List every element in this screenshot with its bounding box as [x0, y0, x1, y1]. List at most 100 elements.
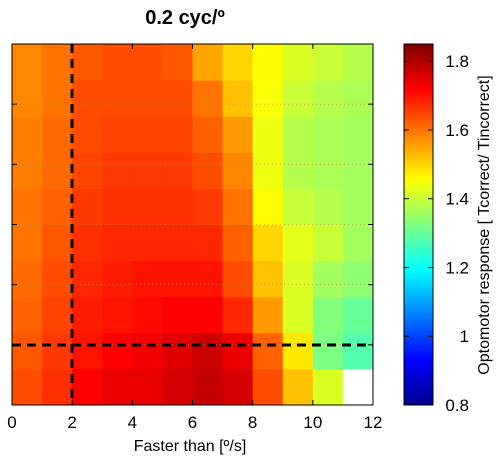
heatmap-cell [102, 368, 133, 405]
heatmap-cell [132, 44, 164, 81]
x-tick-label: 12 [364, 413, 383, 432]
heatmap-cell [72, 296, 103, 334]
heatmap-cell [192, 152, 224, 189]
chart-title: 0.2 cyc/º [145, 7, 225, 29]
heatmap-cell [282, 188, 314, 226]
heatmap-cell [12, 44, 43, 81]
heatmap-cell [252, 44, 284, 81]
heatmap-cell [72, 116, 103, 153]
heatmap-cell [342, 224, 373, 262]
heatmap-cell [192, 44, 224, 81]
heatmap-cell [312, 368, 344, 405]
heatmap-cell [222, 224, 254, 262]
heatmap-cell [162, 260, 194, 298]
heatmap-cell [312, 260, 344, 298]
colorbar-tick-labels: 0.8 1 1.2 1.4 1.6 1.8 [445, 52, 469, 415]
x-tick-label: 0 [7, 413, 16, 432]
heatmap-cell [222, 296, 254, 334]
heatmap-cell [102, 44, 133, 81]
heatmap-cell [192, 332, 224, 370]
heatmap-cell [192, 224, 224, 262]
heatmap-cell [192, 260, 224, 298]
heatmap-cell [282, 44, 314, 81]
heatmap-cell [342, 80, 373, 117]
heatmap-cell [282, 260, 314, 298]
heatmap-cell [72, 80, 103, 117]
heatmap-cell [282, 116, 314, 153]
heatmap-cell [252, 224, 284, 262]
heatmap-cell [222, 44, 254, 81]
heatmap-cell [312, 332, 344, 370]
heatmap-cells [12, 44, 373, 405]
heatmap-cell [42, 152, 73, 189]
heatmap-cell [42, 296, 73, 334]
heatmap-cell [72, 260, 103, 298]
colorbar-tick-label: 1.8 [445, 52, 469, 71]
heatmap-cell [312, 152, 344, 189]
heatmap-cell [132, 116, 164, 153]
colorbar-tick-label: 1.2 [445, 258, 469, 277]
heatmap-cell [132, 368, 164, 405]
heatmap-cell [162, 332, 194, 370]
heatmap-cell [12, 116, 43, 153]
colorbar-tick-label: 1 [460, 327, 469, 346]
y-axis-ticks [12, 103, 373, 346]
heatmap-cell [102, 188, 133, 226]
heatmap-cell [282, 368, 314, 405]
heatmap-cell [42, 332, 73, 370]
heatmap-cell [222, 188, 254, 226]
heatmap-cell [192, 116, 224, 153]
x-axis-tick-labels: 0 2 4 6 8 10 12 [7, 413, 382, 432]
heatmap-cell [282, 296, 314, 334]
heatmap-cell [102, 80, 133, 117]
heatmap-cell [12, 152, 43, 189]
heatmap-cell [312, 224, 344, 262]
heatmap-cell [72, 224, 103, 262]
heatmap-cell [132, 188, 164, 226]
colorbar-ticks [404, 60, 433, 406]
heatmap-cell [132, 332, 164, 370]
heatmap-cell [132, 224, 164, 262]
x-axis-label: Faster than [º/s] [134, 438, 247, 455]
heatmap-cell [132, 80, 164, 117]
heatmap-cell [312, 116, 344, 153]
heatmap-cell [222, 152, 254, 189]
heatmap-cell [342, 116, 373, 153]
heatmap-cell [72, 152, 103, 189]
x-tick-label: 10 [303, 413, 322, 432]
heatmap-cell [42, 260, 73, 298]
heatmap-cell [12, 296, 43, 334]
heatmap-cell [222, 116, 254, 153]
x-tick-label: 2 [67, 413, 76, 432]
heatmap-cell [102, 116, 133, 153]
heatmap-cell [252, 332, 284, 370]
heatmap-cell [282, 224, 314, 262]
heatmap-cell [12, 224, 43, 262]
heatmap-cell [252, 296, 284, 334]
heatmap-cell [42, 116, 73, 153]
heatmap-cell [72, 188, 103, 226]
heatmap-cell [252, 152, 284, 189]
heatmap-cell [162, 80, 194, 117]
heatmap-cell [282, 332, 314, 370]
heatmap-cell [42, 368, 73, 405]
heatmap-cell [222, 368, 254, 405]
heatmap-cell [342, 260, 373, 298]
x-tick-label: 4 [128, 413, 137, 432]
x-tick-label: 8 [248, 413, 257, 432]
heatmap-cell [132, 296, 164, 334]
heatmap-cell [42, 188, 73, 226]
colorbar-label: Optomotor response [ Tcorrect/ Tincorrec… [476, 75, 493, 374]
heatmap-cell [222, 80, 254, 117]
colorbar-tick-label: 1.6 [445, 121, 469, 140]
heatmap-cell [252, 260, 284, 298]
heatmap-cell [72, 332, 103, 370]
heatmap-cell [312, 188, 344, 226]
heatmap-cell [102, 260, 133, 298]
heatmap-cell [72, 44, 103, 81]
heatmap-cell [192, 296, 224, 334]
heatmap-cell [42, 80, 73, 117]
heatmap-cell [252, 80, 284, 117]
heatmap-cell [252, 116, 284, 153]
